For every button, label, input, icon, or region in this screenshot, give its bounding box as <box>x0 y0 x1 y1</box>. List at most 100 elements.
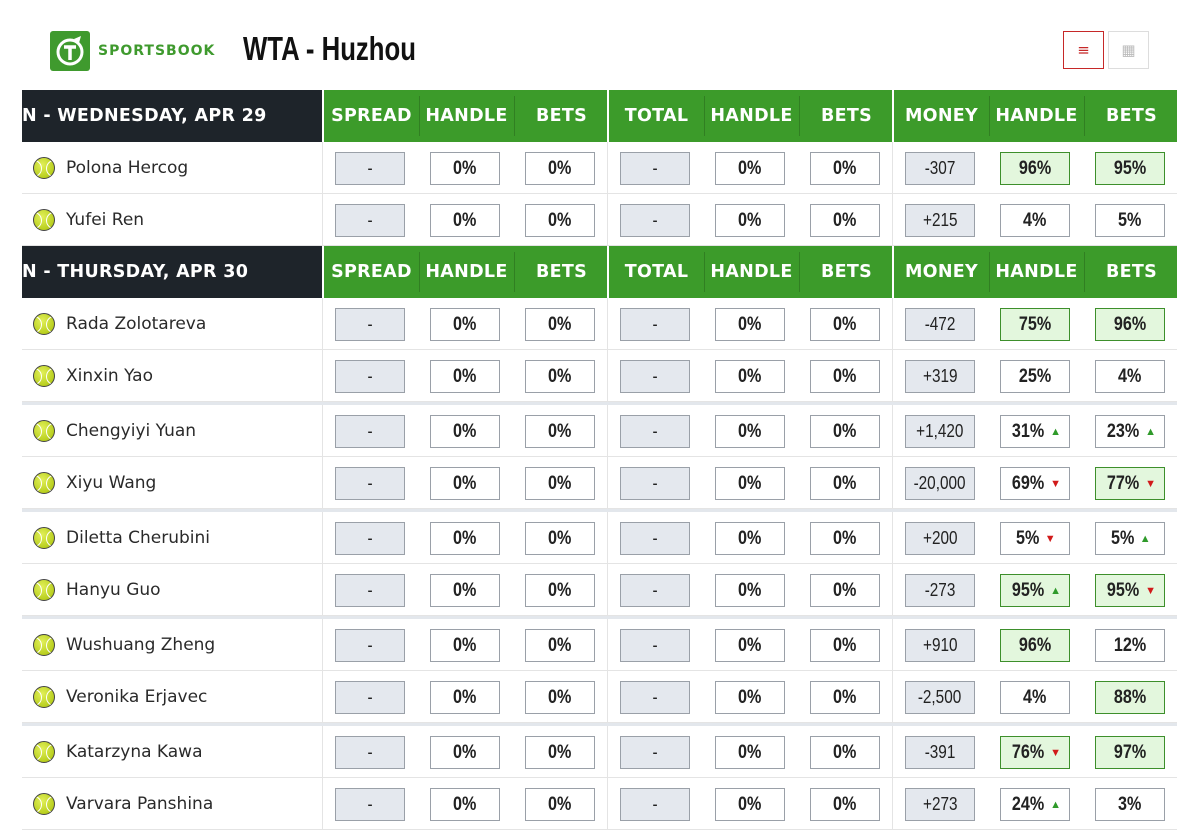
player-name[interactable]: Katarzyna Kawa <box>66 742 203 762</box>
money-bets-cell[interactable]: 23% ▲ <box>1095 415 1165 448</box>
player-row[interactable]: Yufei Ren - 0% 0% - 0% 0% +215 4% 5% <box>22 194 1177 246</box>
total-handle-cell[interactable]: 0% <box>715 574 785 607</box>
total-cell[interactable]: - <box>620 574 690 607</box>
money-handle-cell[interactable]: 31% ▲ <box>1000 415 1070 448</box>
money-bets-cell[interactable]: 96% <box>1095 308 1165 341</box>
spread-handle-cell[interactable]: 0% <box>430 152 500 185</box>
money-handle-cell[interactable]: 24% ▲ <box>1000 788 1070 821</box>
spread-bets-cell[interactable]: 0% <box>525 788 595 821</box>
player-name[interactable]: Wushuang Zheng <box>66 635 216 655</box>
column-header[interactable]: HANDLE <box>710 106 793 126</box>
spread-cell[interactable]: - <box>335 681 405 714</box>
column-header[interactable]: HANDLE <box>425 106 508 126</box>
money-bets-cell[interactable]: 12% <box>1095 629 1165 662</box>
total-bets-cell[interactable]: 0% <box>810 736 880 769</box>
player-row[interactable]: Wushuang Zheng - 0% 0% - 0% 0% +910 96% 12% <box>22 619 1177 671</box>
spread-bets-cell[interactable]: 0% <box>525 360 595 393</box>
money-bets-cell[interactable]: 77% ▼ <box>1095 467 1165 500</box>
player-row[interactable]: Rada Zolotareva - 0% 0% - 0% 0% -472 75% 96% <box>22 298 1177 350</box>
money-cell[interactable]: +200 <box>905 522 975 555</box>
player-name[interactable]: Veronika Erjavec <box>66 687 208 707</box>
total-handle-cell[interactable]: 0% <box>715 681 785 714</box>
spread-cell[interactable]: - <box>335 788 405 821</box>
spread-handle-cell[interactable]: 0% <box>430 736 500 769</box>
money-cell[interactable]: -307 <box>905 152 975 185</box>
spread-cell[interactable]: - <box>335 574 405 607</box>
total-handle-cell[interactable]: 0% <box>715 308 785 341</box>
column-header[interactable]: TOTAL <box>624 106 689 126</box>
spread-bets-cell[interactable]: 0% <box>525 204 595 237</box>
money-bets-cell[interactable]: 95% <box>1095 152 1165 185</box>
total-bets-cell[interactable]: 0% <box>810 415 880 448</box>
player-name[interactable]: Diletta Cherubini <box>66 528 211 548</box>
spread-handle-cell[interactable]: 0% <box>430 522 500 555</box>
player-name[interactable]: Polona Hercog <box>66 158 189 178</box>
column-header[interactable]: HANDLE <box>995 106 1078 126</box>
total-bets-cell[interactable]: 0% <box>810 629 880 662</box>
column-header[interactable]: BETS <box>1105 262 1158 282</box>
total-cell[interactable]: - <box>620 415 690 448</box>
total-bets-cell[interactable]: 0% <box>810 788 880 821</box>
spread-cell[interactable]: - <box>335 629 405 662</box>
spread-bets-cell[interactable]: 0% <box>525 736 595 769</box>
player-row[interactable]: Chengyiyi Yuan - 0% 0% - 0% 0% +1,420 31% ▲ 23% ▲ <box>22 405 1177 457</box>
spread-cell[interactable]: - <box>335 152 405 185</box>
player-row[interactable]: Xinxin Yao - 0% 0% - 0% 0% +319 25% 4% <box>22 350 1177 402</box>
spread-handle-cell[interactable]: 0% <box>430 204 500 237</box>
spread-bets-cell[interactable]: 0% <box>525 522 595 555</box>
player-row[interactable]: Hanyu Guo - 0% 0% - 0% 0% -273 95% ▲ 95% ▼ <box>22 564 1177 616</box>
spread-bets-cell[interactable]: 0% <box>525 308 595 341</box>
spread-cell[interactable]: - <box>335 308 405 341</box>
money-handle-cell[interactable]: 95% ▲ <box>1000 574 1070 607</box>
spread-cell[interactable]: - <box>335 360 405 393</box>
player-row[interactable]: Xiyu Wang - 0% 0% - 0% 0% -20,000 69% ▼ 77% ▼ <box>22 457 1177 509</box>
money-bets-cell[interactable]: 97% <box>1095 736 1165 769</box>
total-cell[interactable]: - <box>620 681 690 714</box>
player-name[interactable]: Xinxin Yao <box>66 366 153 386</box>
column-header[interactable]: BETS <box>1105 106 1158 126</box>
spread-bets-cell[interactable]: 0% <box>525 152 595 185</box>
column-header[interactable]: BETS <box>535 262 588 282</box>
column-header[interactable]: HANDLE <box>710 262 793 282</box>
player-row[interactable]: Katarzyna Kawa - 0% 0% - 0% 0% -391 76% ▼ 97% <box>22 726 1177 778</box>
total-bets-cell[interactable]: 0% <box>810 360 880 393</box>
spread-handle-cell[interactable]: 0% <box>430 467 500 500</box>
total-handle-cell[interactable]: 0% <box>715 736 785 769</box>
money-handle-cell[interactable]: 96% <box>1000 152 1070 185</box>
spread-bets-cell[interactable]: 0% <box>525 574 595 607</box>
total-bets-cell[interactable]: 0% <box>810 467 880 500</box>
total-cell[interactable]: - <box>620 360 690 393</box>
money-handle-cell[interactable]: 4% <box>1000 681 1070 714</box>
player-name[interactable]: Chengyiyi Yuan <box>66 421 197 441</box>
total-bets-cell[interactable]: 0% <box>810 204 880 237</box>
player-row[interactable]: Veronika Erjavec - 0% 0% - 0% 0% -2,500 4% 88% <box>22 671 1177 723</box>
column-header[interactable]: BETS <box>820 262 873 282</box>
money-cell[interactable]: +319 <box>905 360 975 393</box>
player-row[interactable]: Polona Hercog - 0% 0% - 0% 0% -307 96% 95% <box>22 142 1177 194</box>
total-cell[interactable]: - <box>620 152 690 185</box>
spread-handle-cell[interactable]: 0% <box>430 681 500 714</box>
money-bets-cell[interactable]: 95% ▼ <box>1095 574 1165 607</box>
spread-handle-cell[interactable]: 0% <box>430 308 500 341</box>
total-bets-cell[interactable]: 0% <box>810 574 880 607</box>
money-cell[interactable]: -391 <box>905 736 975 769</box>
money-cell[interactable]: +273 <box>905 788 975 821</box>
spread-cell[interactable]: - <box>335 415 405 448</box>
column-header[interactable]: HANDLE <box>425 262 508 282</box>
spread-handle-cell[interactable]: 0% <box>430 415 500 448</box>
money-cell[interactable]: +1,420 <box>905 415 975 448</box>
total-bets-cell[interactable]: 0% <box>810 152 880 185</box>
money-cell[interactable]: -472 <box>905 308 975 341</box>
total-handle-cell[interactable]: 0% <box>715 629 785 662</box>
spread-bets-cell[interactable]: 0% <box>525 467 595 500</box>
player-row[interactable]: Diletta Cherubini - 0% 0% - 0% 0% +200 5% ▼ 5% ▲ <box>22 512 1177 564</box>
column-header[interactable]: MONEY <box>904 262 979 282</box>
money-handle-cell[interactable]: 76% ▼ <box>1000 736 1070 769</box>
player-name[interactable]: Yufei Ren <box>66 210 145 230</box>
column-header[interactable]: MONEY <box>904 106 979 126</box>
spread-cell[interactable]: - <box>335 204 405 237</box>
money-handle-cell[interactable]: 96% <box>1000 629 1070 662</box>
spread-handle-cell[interactable]: 0% <box>430 629 500 662</box>
money-bets-cell[interactable]: 3% <box>1095 788 1165 821</box>
total-cell[interactable]: - <box>620 736 690 769</box>
